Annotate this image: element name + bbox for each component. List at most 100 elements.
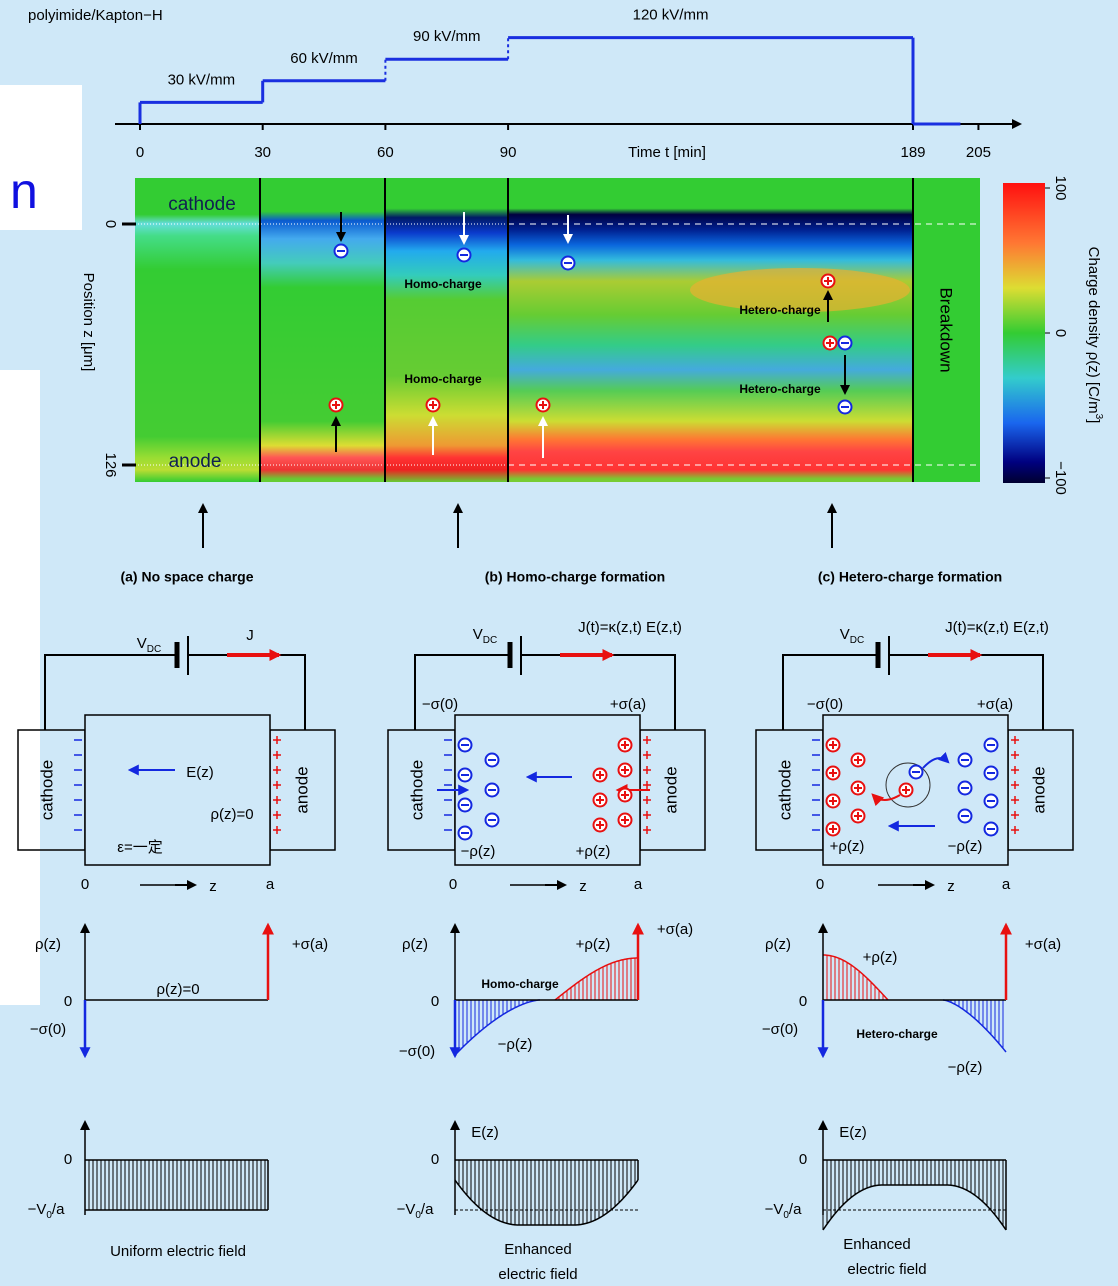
label: J(t)=κ(z,t) E(z,t): [945, 619, 1049, 636]
label-part: ]: [1085, 419, 1102, 423]
label-part: 0: [46, 1210, 52, 1221]
colorbar-tick-label: 100: [1052, 175, 1069, 200]
label: J(t)=κ(z,t) E(z,t): [578, 619, 682, 636]
label-part: DC: [147, 644, 161, 655]
heatmap-segment: [135, 178, 260, 482]
label: 0: [799, 1151, 807, 1168]
label: VDC: [137, 635, 161, 655]
label: +σ(a): [1025, 936, 1061, 953]
label: Homo-charge: [481, 977, 559, 991]
step-label: 90 kV/mm: [413, 28, 481, 45]
label: anode: [1029, 766, 1048, 813]
label: 0: [81, 876, 89, 893]
label: +σ(a): [610, 696, 646, 713]
electrode-label: anode: [169, 451, 222, 472]
label: +σ(a): [292, 936, 328, 953]
time-tick-label: 0: [136, 144, 144, 161]
label: 0: [64, 993, 72, 1010]
label: cathode: [37, 760, 56, 821]
label: ρ(z): [35, 936, 61, 953]
label-part: −V: [765, 1201, 784, 1218]
label: +σ(a): [657, 921, 693, 938]
label: cathode: [775, 760, 794, 821]
step-label: 120 kV/mm: [633, 7, 709, 24]
arrow: [871, 793, 901, 807]
label: ρ(z)=0: [156, 981, 199, 998]
label: ρ(z)=0: [210, 806, 253, 823]
wire: [44, 654, 177, 730]
field-outline: [454, 1179, 639, 1226]
label: a: [634, 876, 643, 893]
time-tick-label: 90: [500, 144, 517, 161]
label: z: [579, 878, 587, 895]
slide-box: [0, 370, 40, 1005]
step-label: 30 kV/mm: [168, 71, 236, 88]
dividers: [259, 178, 914, 482]
charge-label: Homo-charge: [404, 277, 482, 291]
field-hatch: [822, 1160, 1004, 1230]
dipole: [885, 762, 931, 808]
positive-charge-outline: [554, 957, 639, 1001]
panel-caption: (a) No space charge: [120, 569, 253, 585]
wire: [414, 654, 510, 730]
heatmap-segment: [385, 178, 508, 482]
time-tick-label: 189: [900, 144, 925, 161]
label: +ρ(z): [830, 838, 865, 855]
label: 0: [449, 876, 457, 893]
fragment-text: n: [10, 163, 38, 219]
field-outline: [822, 1184, 1007, 1231]
label: +ρ(z): [576, 936, 611, 953]
step-label: 60 kV/mm: [290, 50, 358, 67]
label: Hetero-charge: [856, 1027, 938, 1041]
label: −ρ(z): [461, 843, 496, 860]
time-tick-label: 60: [377, 144, 394, 161]
negative-charge-outline: [454, 999, 541, 1056]
label-part: V: [137, 635, 147, 652]
label-part: −V: [397, 1201, 416, 1218]
label: z: [209, 878, 217, 895]
label: −V0/a: [28, 1201, 65, 1221]
colorbar-label: Charge density ρ(z) [C/m3]: [1085, 247, 1104, 424]
sample-box: [84, 714, 271, 866]
label: z: [947, 878, 955, 895]
position-tick-label: 126: [102, 452, 119, 477]
label: electric field: [498, 1266, 577, 1283]
field-hatch: [84, 1160, 266, 1210]
colorbar-tick-label: 0: [1052, 329, 1069, 337]
position-tick-label: 0: [102, 220, 119, 228]
colorbar-tick-label: −100: [1052, 461, 1069, 495]
charge-label: Hetero-charge: [739, 382, 821, 396]
positive-charge-outline: [822, 954, 889, 1001]
label: a: [1002, 876, 1011, 893]
label-part: DC: [850, 635, 864, 646]
label-part: DC: [483, 635, 497, 646]
label: Uniform electric field: [110, 1243, 246, 1260]
label-part: Charge density ρ(z) [C/m: [1085, 247, 1102, 414]
label: 0: [816, 876, 824, 893]
label: J: [246, 627, 254, 644]
axis-label: Time t [min]: [628, 144, 706, 161]
label: ρ(z): [402, 936, 428, 953]
label: +ρ(z): [863, 949, 898, 966]
axis-label: Position z [μm]: [80, 273, 97, 372]
label: −V0/a: [765, 1201, 802, 1221]
negative-charge-hatch: [946, 1000, 1004, 1049]
label-part: 3: [1093, 414, 1104, 420]
label: anode: [292, 766, 311, 813]
label-part: 0: [415, 1210, 421, 1221]
label: −ρ(z): [498, 1036, 533, 1053]
label: −ρ(z): [948, 838, 983, 855]
label-part: 0: [783, 1210, 789, 1221]
panel-caption: (c) Hetero-charge formation: [818, 569, 1002, 585]
negative-charge-outline: [942, 999, 1007, 1053]
label-part: V: [473, 626, 483, 643]
heatmap-segment: [260, 178, 385, 482]
label: ρ(z): [765, 936, 791, 953]
charge-label: Homo-charge: [404, 372, 482, 386]
label: +σ(a): [977, 696, 1013, 713]
label: 0: [431, 1151, 439, 1168]
electrode-label: cathode: [168, 194, 236, 215]
label: cathode: [407, 760, 426, 821]
